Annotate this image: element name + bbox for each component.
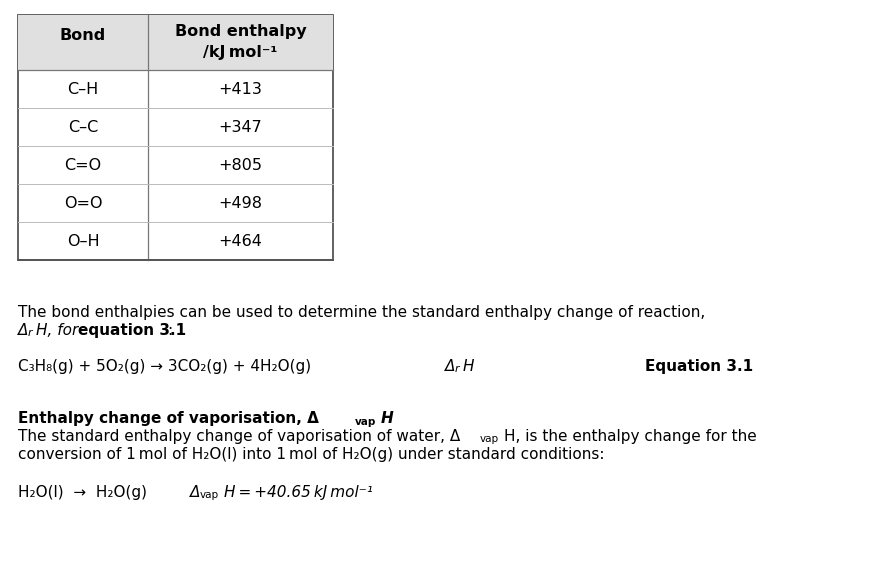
Text: Δ: Δ bbox=[190, 485, 200, 500]
Text: C₃H₈(g) + 5O₂(g) → 3CO₂(g) + 4H₂O(g): C₃H₈(g) + 5O₂(g) → 3CO₂(g) + 4H₂O(g) bbox=[18, 359, 312, 374]
Text: The standard enthalpy change of vaporisation of water, Δ: The standard enthalpy change of vaporisa… bbox=[18, 429, 460, 444]
Text: H: H bbox=[463, 359, 474, 374]
Text: r: r bbox=[455, 364, 459, 374]
Text: +347: +347 bbox=[219, 119, 263, 135]
Text: Δ: Δ bbox=[445, 359, 456, 374]
Text: vap: vap bbox=[480, 434, 499, 444]
Text: O=O: O=O bbox=[64, 195, 102, 211]
Text: The bond enthalpies can be used to determine the standard enthalpy change of rea: The bond enthalpies can be used to deter… bbox=[18, 305, 705, 320]
Text: r: r bbox=[28, 328, 33, 338]
Text: vap: vap bbox=[355, 417, 376, 427]
Text: :: : bbox=[167, 323, 172, 338]
Text: C–H: C–H bbox=[68, 81, 99, 97]
Text: +498: +498 bbox=[219, 195, 263, 211]
Text: H, is the enthalpy change for the: H, is the enthalpy change for the bbox=[504, 429, 756, 444]
Text: +805: +805 bbox=[219, 157, 263, 173]
Text: C=O: C=O bbox=[64, 157, 101, 173]
Text: conversion of 1 mol of H₂O(l) into 1 mol of H₂O(g) under standard conditions:: conversion of 1 mol of H₂O(l) into 1 mol… bbox=[18, 447, 604, 462]
Text: H₂O(l)  →  H₂O(g): H₂O(l) → H₂O(g) bbox=[18, 485, 147, 500]
Text: Enthalpy change of vaporisation, Δ: Enthalpy change of vaporisation, Δ bbox=[18, 411, 319, 426]
Text: /kJ mol⁻¹: /kJ mol⁻¹ bbox=[203, 45, 278, 60]
Text: Equation 3.1: Equation 3.1 bbox=[645, 359, 753, 374]
Text: +413: +413 bbox=[219, 81, 263, 97]
Bar bbox=[18, 15, 333, 70]
Text: Bond: Bond bbox=[60, 28, 106, 43]
Bar bbox=[18, 15, 333, 260]
Text: O–H: O–H bbox=[67, 233, 100, 249]
Text: Bond enthalpy: Bond enthalpy bbox=[174, 24, 306, 39]
Text: vap: vap bbox=[200, 490, 219, 500]
Text: H: H bbox=[381, 411, 393, 426]
Text: H, for: H, for bbox=[36, 323, 81, 338]
Text: H = +40.65 kJ mol⁻¹: H = +40.65 kJ mol⁻¹ bbox=[224, 485, 373, 500]
Text: Δ: Δ bbox=[18, 323, 28, 338]
Text: equation 3.1: equation 3.1 bbox=[78, 323, 186, 338]
Text: +464: +464 bbox=[219, 233, 263, 249]
Text: C–C: C–C bbox=[68, 119, 98, 135]
